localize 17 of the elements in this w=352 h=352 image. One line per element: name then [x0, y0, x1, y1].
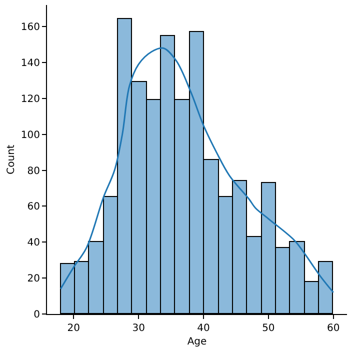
- y-tick-label: 40: [27, 238, 40, 249]
- x-tick-label: 40: [197, 323, 210, 334]
- y-tick-label: 160: [20, 22, 40, 34]
- y-tick-label: 140: [20, 58, 40, 69]
- x-tick-label: 50: [262, 323, 275, 334]
- y-tick-label: 120: [20, 94, 40, 105]
- x-axis-title: Age: [187, 336, 207, 348]
- x-tick-label: 20: [67, 323, 80, 334]
- y-axis-title: Count: [6, 144, 17, 174]
- y-tick-label: 0: [34, 310, 40, 320]
- line-series: [60, 47, 334, 294]
- y-tick-label: 60: [27, 202, 40, 213]
- y-tick-label: 20: [27, 274, 40, 285]
- x-tick-label: 30: [132, 323, 145, 334]
- x-tick-label: 60: [326, 323, 340, 334]
- y-tick-label: 100: [20, 130, 40, 141]
- y-tick-label: 80: [27, 166, 40, 177]
